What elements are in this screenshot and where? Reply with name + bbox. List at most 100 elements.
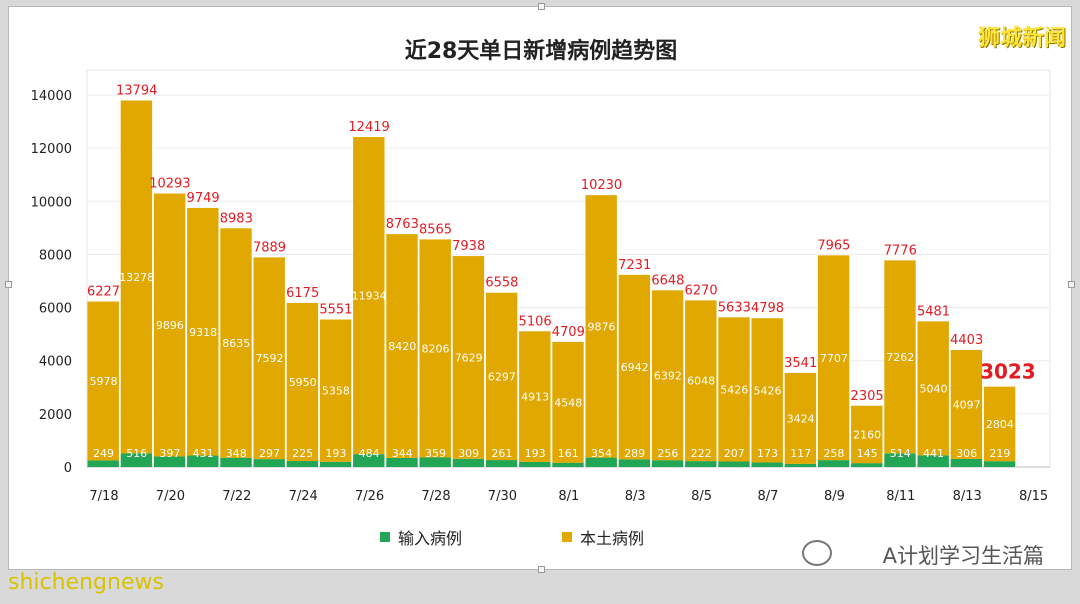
data-label-total: 10293 <box>149 177 190 192</box>
data-label-imported: 117 <box>790 447 811 460</box>
bar-local <box>419 239 452 458</box>
data-labels: 249 5978 6227 516 13278 13794 397 9896 10293 431 9… <box>87 83 1036 460</box>
x-tick-label: 8/3 <box>625 489 646 504</box>
data-label-imported: 359 <box>425 447 446 460</box>
bar-imported <box>884 453 917 467</box>
data-label-total: 2305 <box>851 389 884 404</box>
data-label-local: 7707 <box>820 352 848 365</box>
bar-imported <box>253 459 286 467</box>
data-label-total: 6227 <box>87 285 120 300</box>
x-tick-label: 8/11 <box>886 489 915 504</box>
data-label-imported: 309 <box>458 447 479 460</box>
data-label-local: 6392 <box>654 369 682 382</box>
data-label-total: 9749 <box>187 191 220 206</box>
resize-handle-top[interactable] <box>538 3 545 10</box>
data-label-imported: 289 <box>624 447 645 460</box>
bar-imported <box>485 460 518 467</box>
data-label-imported: 397 <box>159 447 180 460</box>
bar-local <box>519 331 552 462</box>
data-label-local: 7592 <box>256 352 284 365</box>
bar-imported <box>319 461 352 467</box>
x-tick-label: 7/18 <box>89 489 118 504</box>
data-label-local: 4548 <box>554 396 582 409</box>
data-label-local: 5978 <box>90 375 118 388</box>
resize-handle-right[interactable] <box>1068 281 1075 288</box>
data-label-total: 3541 <box>784 356 817 371</box>
x-tick-label: 8/15 <box>1019 489 1048 504</box>
bar-local <box>552 341 585 463</box>
data-label-local: 7262 <box>886 351 914 364</box>
bar-local <box>153 193 186 457</box>
bar-local <box>817 255 850 461</box>
x-tick-label: 7/30 <box>488 489 517 504</box>
data-label-local: 5950 <box>289 376 317 389</box>
data-label-local: 9876 <box>588 320 616 333</box>
data-label-local: 6048 <box>687 375 715 388</box>
resize-handle-bottom[interactable] <box>538 566 545 573</box>
data-label-total: 6558 <box>485 276 518 291</box>
data-label-total: 13794 <box>116 83 157 98</box>
bar-local <box>685 300 718 462</box>
bar-local <box>983 386 1016 462</box>
data-label-local: 6942 <box>621 361 649 374</box>
y-tick-label: 0 <box>64 461 72 476</box>
x-tick-label: 7/24 <box>289 489 318 504</box>
data-label-total: 3023 <box>980 360 1036 384</box>
brand-logo-text: 狮城新闻 <box>977 26 1066 51</box>
bar-imported <box>552 462 585 467</box>
bar-imported <box>651 460 684 467</box>
x-tick-label: 7/28 <box>421 489 450 504</box>
data-label-imported: 354 <box>591 447 612 460</box>
legend-swatch-imported <box>380 532 390 542</box>
bar-imported <box>220 457 253 467</box>
bar-imported <box>386 457 419 467</box>
data-label-imported: 348 <box>226 447 247 460</box>
data-label-imported: 261 <box>491 447 512 460</box>
data-label-imported: 207 <box>724 447 745 460</box>
data-label-local: 4913 <box>521 391 549 404</box>
bar-local <box>319 319 352 462</box>
x-tick-label: 7/20 <box>156 489 185 504</box>
legend-swatch-local <box>562 532 573 542</box>
data-label-total: 4798 <box>751 301 784 316</box>
data-label-imported: 297 <box>259 447 280 460</box>
data-label-imported: 222 <box>691 447 712 460</box>
data-label-local: 9318 <box>189 326 217 339</box>
y-tick-label: 2000 <box>39 408 72 423</box>
bar-local <box>751 318 784 463</box>
data-label-total: 7938 <box>452 239 485 254</box>
data-label-local: 6297 <box>488 370 516 383</box>
bar-local <box>718 317 751 462</box>
data-label-total: 6175 <box>286 286 319 301</box>
data-label-imported: 145 <box>857 447 878 460</box>
data-label-local: 5040 <box>920 382 948 395</box>
bar-local <box>187 207 220 456</box>
data-label-imported: 173 <box>757 447 778 460</box>
data-label-total: 8565 <box>419 222 452 237</box>
bar-local <box>87 301 120 461</box>
bar-imported <box>685 461 718 467</box>
x-tick-label: 8/1 <box>558 489 579 504</box>
data-label-local: 8635 <box>222 337 250 350</box>
data-label-local: 3424 <box>787 412 815 425</box>
bar-local <box>585 195 618 458</box>
data-label-local: 7629 <box>455 351 483 364</box>
x-tick-label: 7/22 <box>222 489 251 504</box>
bar-local <box>253 257 286 460</box>
bar-local <box>220 228 253 458</box>
chart-title: 近28天单日新增病例趋势图 <box>404 39 678 64</box>
data-label-total: 4403 <box>950 333 983 348</box>
source-credit: shichengnews <box>8 570 164 595</box>
data-label-total: 5481 <box>917 304 950 319</box>
resize-handle-left[interactable] <box>5 281 12 288</box>
data-label-local: 13278 <box>119 271 154 284</box>
data-label-imported: 256 <box>657 447 678 460</box>
bar-imported <box>153 456 186 467</box>
bar-local <box>784 372 817 464</box>
bar-imported <box>452 458 485 467</box>
bar-imported <box>187 455 220 467</box>
wechat-icon <box>802 540 832 566</box>
x-tick-labels: 7/18 7/20 7/22 7/24 7/26 7/28 7/30 8/1 8/3 8/5 8/7… <box>89 489 1048 504</box>
data-label-total: 7965 <box>817 238 850 253</box>
